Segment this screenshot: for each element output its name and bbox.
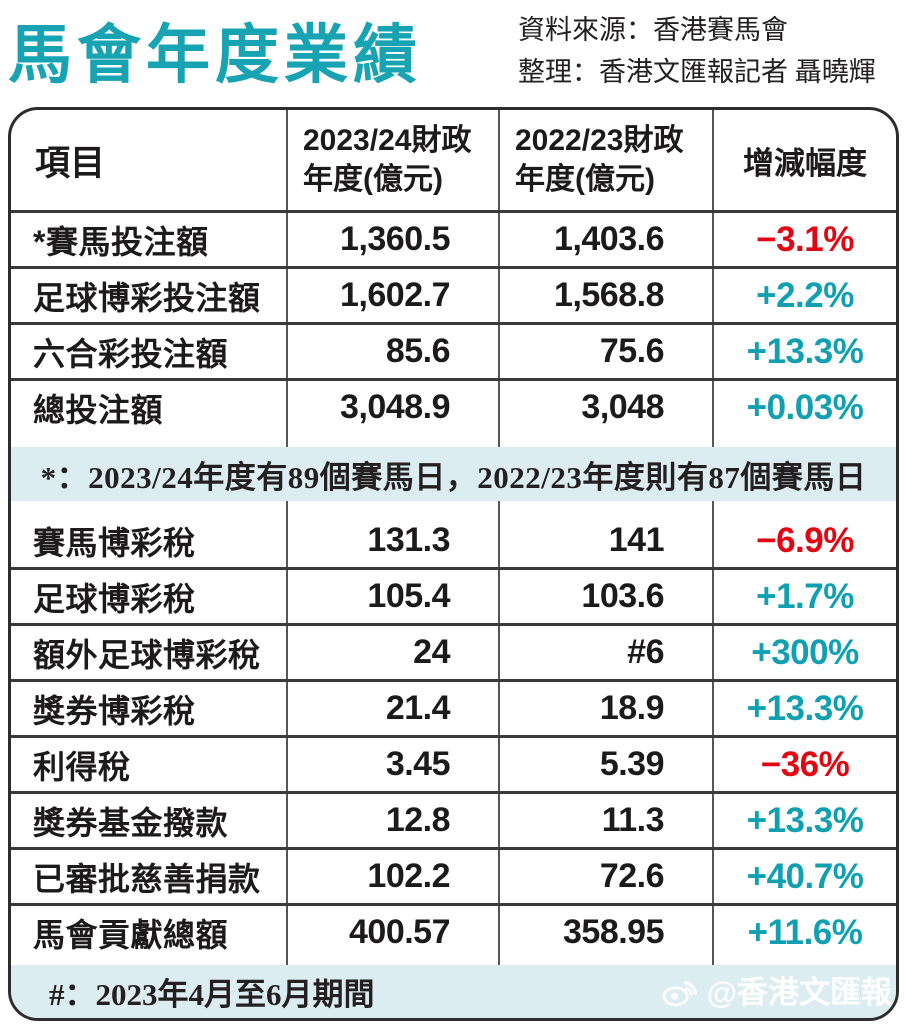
row-value-2022-23: 103.6 (500, 570, 714, 623)
row-value-2023-24: 12.8 (288, 794, 500, 847)
row-value-2022-23: 75.6 (500, 325, 714, 378)
footnote-period-text: #：2023年4月至6月期間 (49, 977, 375, 1012)
row-item-label: *賽馬投注額 (11, 213, 288, 266)
rows-section-betting: *賽馬投注額 1,360.5 1,403.6 −3.1% 足球博彩投注額 1,602.7 1… (11, 213, 896, 434)
column-line-spacer (11, 501, 896, 514)
row-item-label: 馬會貢獻總額 (11, 906, 288, 959)
row-item-label: 獎券基金撥款 (11, 794, 288, 847)
rows-section-taxes: 賽馬博彩稅 131.3 141 −6.9% 足球博彩稅 105.4 103.6 +1.7% 額外… (11, 514, 896, 959)
col-header-fy-2023-24-line1: 2023/24財政 (303, 124, 472, 157)
row-change-pct: −36% (760, 744, 850, 784)
table-row: 總投注額 3,048.9 3,048 +0.03% (11, 381, 896, 434)
footnote-racedays-band: *：2023/24年度有89個賽馬日，2022/23年度則有87個賽馬日 (11, 447, 896, 501)
row-value-2022-23: 72.6 (500, 850, 714, 903)
table-row: 已審批慈善捐款 102.2 72.6 +40.7% (11, 850, 896, 906)
row-value-2022-23: 1,568.8 (500, 269, 714, 322)
page-title: 馬會年度業績 (8, 19, 422, 91)
col-header-fy-2022-23-line1: 2022/23財政 (515, 124, 684, 157)
table-header-row: 項目 2023/24財政 年度(億元) 2022/23財政 年度(億元) 增減幅… (11, 110, 896, 213)
row-value-2022-23: 358.95 (500, 906, 714, 959)
table-row: 馬會貢獻總額 400.57 358.95 +11.6% (11, 906, 896, 959)
row-value-2023-24: 1,360.5 (288, 213, 500, 266)
row-value-2022-23: #6 (500, 626, 714, 679)
table-row: 足球博彩投注額 1,602.7 1,568.8 +2.2% (11, 269, 896, 325)
row-value-2023-24: 102.2 (288, 850, 500, 903)
row-change-pct: +300% (751, 632, 859, 672)
row-item-label: 已審批慈善捐款 (11, 850, 288, 903)
credit-source: 資料來源：香港賽馬會 (518, 15, 788, 45)
row-value-2022-23: 18.9 (500, 682, 714, 735)
col-header-fy-2023-24: 2023/24財政 年度(億元) (288, 110, 500, 210)
row-change-pct: +2.2% (756, 275, 854, 315)
row-item-label: 總投注額 (11, 381, 288, 434)
col-header-fy-2023-24-line2: 年度(億元) (303, 163, 443, 196)
row-item-label: 賽馬博彩稅 (11, 514, 288, 567)
col-header-change: 增減幅度 (743, 145, 867, 181)
row-change-pct: +1.7% (756, 576, 854, 616)
row-item-label: 額外足球博彩稅 (11, 626, 288, 679)
row-value-2023-24: 85.6 (288, 325, 500, 378)
row-value-2023-24: 24 (288, 626, 500, 679)
table-row: 六合彩投注額 85.6 75.6 +13.3% (11, 325, 896, 381)
watermark: @香港文匯報 (661, 967, 892, 1012)
table-row: 獎券基金撥款 12.8 11.3 +13.3% (11, 794, 896, 850)
row-value-2022-23: 1,403.6 (500, 213, 714, 266)
row-value-2023-24: 3.45 (288, 738, 500, 791)
column-line-spacer (11, 959, 896, 965)
row-item-label: 足球博彩投注額 (11, 269, 288, 322)
row-value-2022-23: 141 (500, 514, 714, 567)
credit-compiler: 整理：香港文匯報記者 聶曉輝 (518, 56, 876, 87)
row-value-2023-24: 21.4 (288, 682, 500, 735)
col-header-item: 項目 (11, 110, 288, 210)
row-item-label: 足球博彩稅 (11, 570, 288, 623)
row-value-2022-23: 3,048 (500, 381, 714, 434)
row-change-pct: −6.9% (756, 520, 854, 560)
credits-block: 資料來源：香港賽馬會 整理：香港文匯報記者 聶曉輝 (518, 10, 904, 94)
row-change-pct: −3.1% (756, 219, 854, 259)
table-row: 獎券博彩稅 21.4 18.9 +13.3% (11, 682, 896, 738)
footnote-period-band: #：2023年4月至6月期間 (11, 965, 896, 1018)
table-row: 足球博彩稅 105.4 103.6 +1.7% (11, 570, 896, 626)
row-change-pct: +13.3% (746, 331, 864, 371)
row-value-2023-24: 131.3 (288, 514, 500, 567)
row-value-2023-24: 1,602.7 (288, 269, 500, 322)
row-change-pct: +11.6% (747, 912, 863, 952)
table-row: 利得稅 3.45 5.39 −36% (11, 738, 896, 794)
row-value-2022-23: 5.39 (500, 738, 714, 791)
row-item-label: 利得稅 (11, 738, 288, 791)
results-table: 項目 2023/24財政 年度(億元) 2022/23財政 年度(億元) 增減幅… (8, 107, 899, 1021)
row-value-2023-24: 3,048.9 (288, 381, 500, 434)
row-change-pct: +13.3% (746, 800, 864, 840)
watermark-handle: @香港文匯報 (706, 975, 892, 1010)
row-change-pct: +40.7% (746, 856, 864, 896)
weibo-icon (662, 980, 697, 1006)
row-item-label: 六合彩投注額 (11, 325, 288, 378)
col-header-fy-2022-23-line2: 年度(億元) (515, 163, 655, 196)
row-item-label: 獎券博彩稅 (11, 682, 288, 735)
table-row: 賽馬博彩稅 131.3 141 −6.9% (11, 514, 896, 570)
row-value-2023-24: 105.4 (288, 570, 500, 623)
table-row: 額外足球博彩稅 24 #6 +300% (11, 626, 896, 682)
row-value-2023-24: 400.57 (288, 906, 500, 959)
row-change-pct: +13.3% (746, 688, 864, 728)
row-value-2022-23: 11.3 (500, 794, 714, 847)
column-line-spacer (11, 434, 896, 447)
row-change-pct: +0.03% (746, 387, 864, 427)
table-row: *賽馬投注額 1,360.5 1,403.6 −3.1% (11, 213, 896, 269)
col-header-fy-2022-23: 2022/23財政 年度(億元) (500, 110, 714, 210)
